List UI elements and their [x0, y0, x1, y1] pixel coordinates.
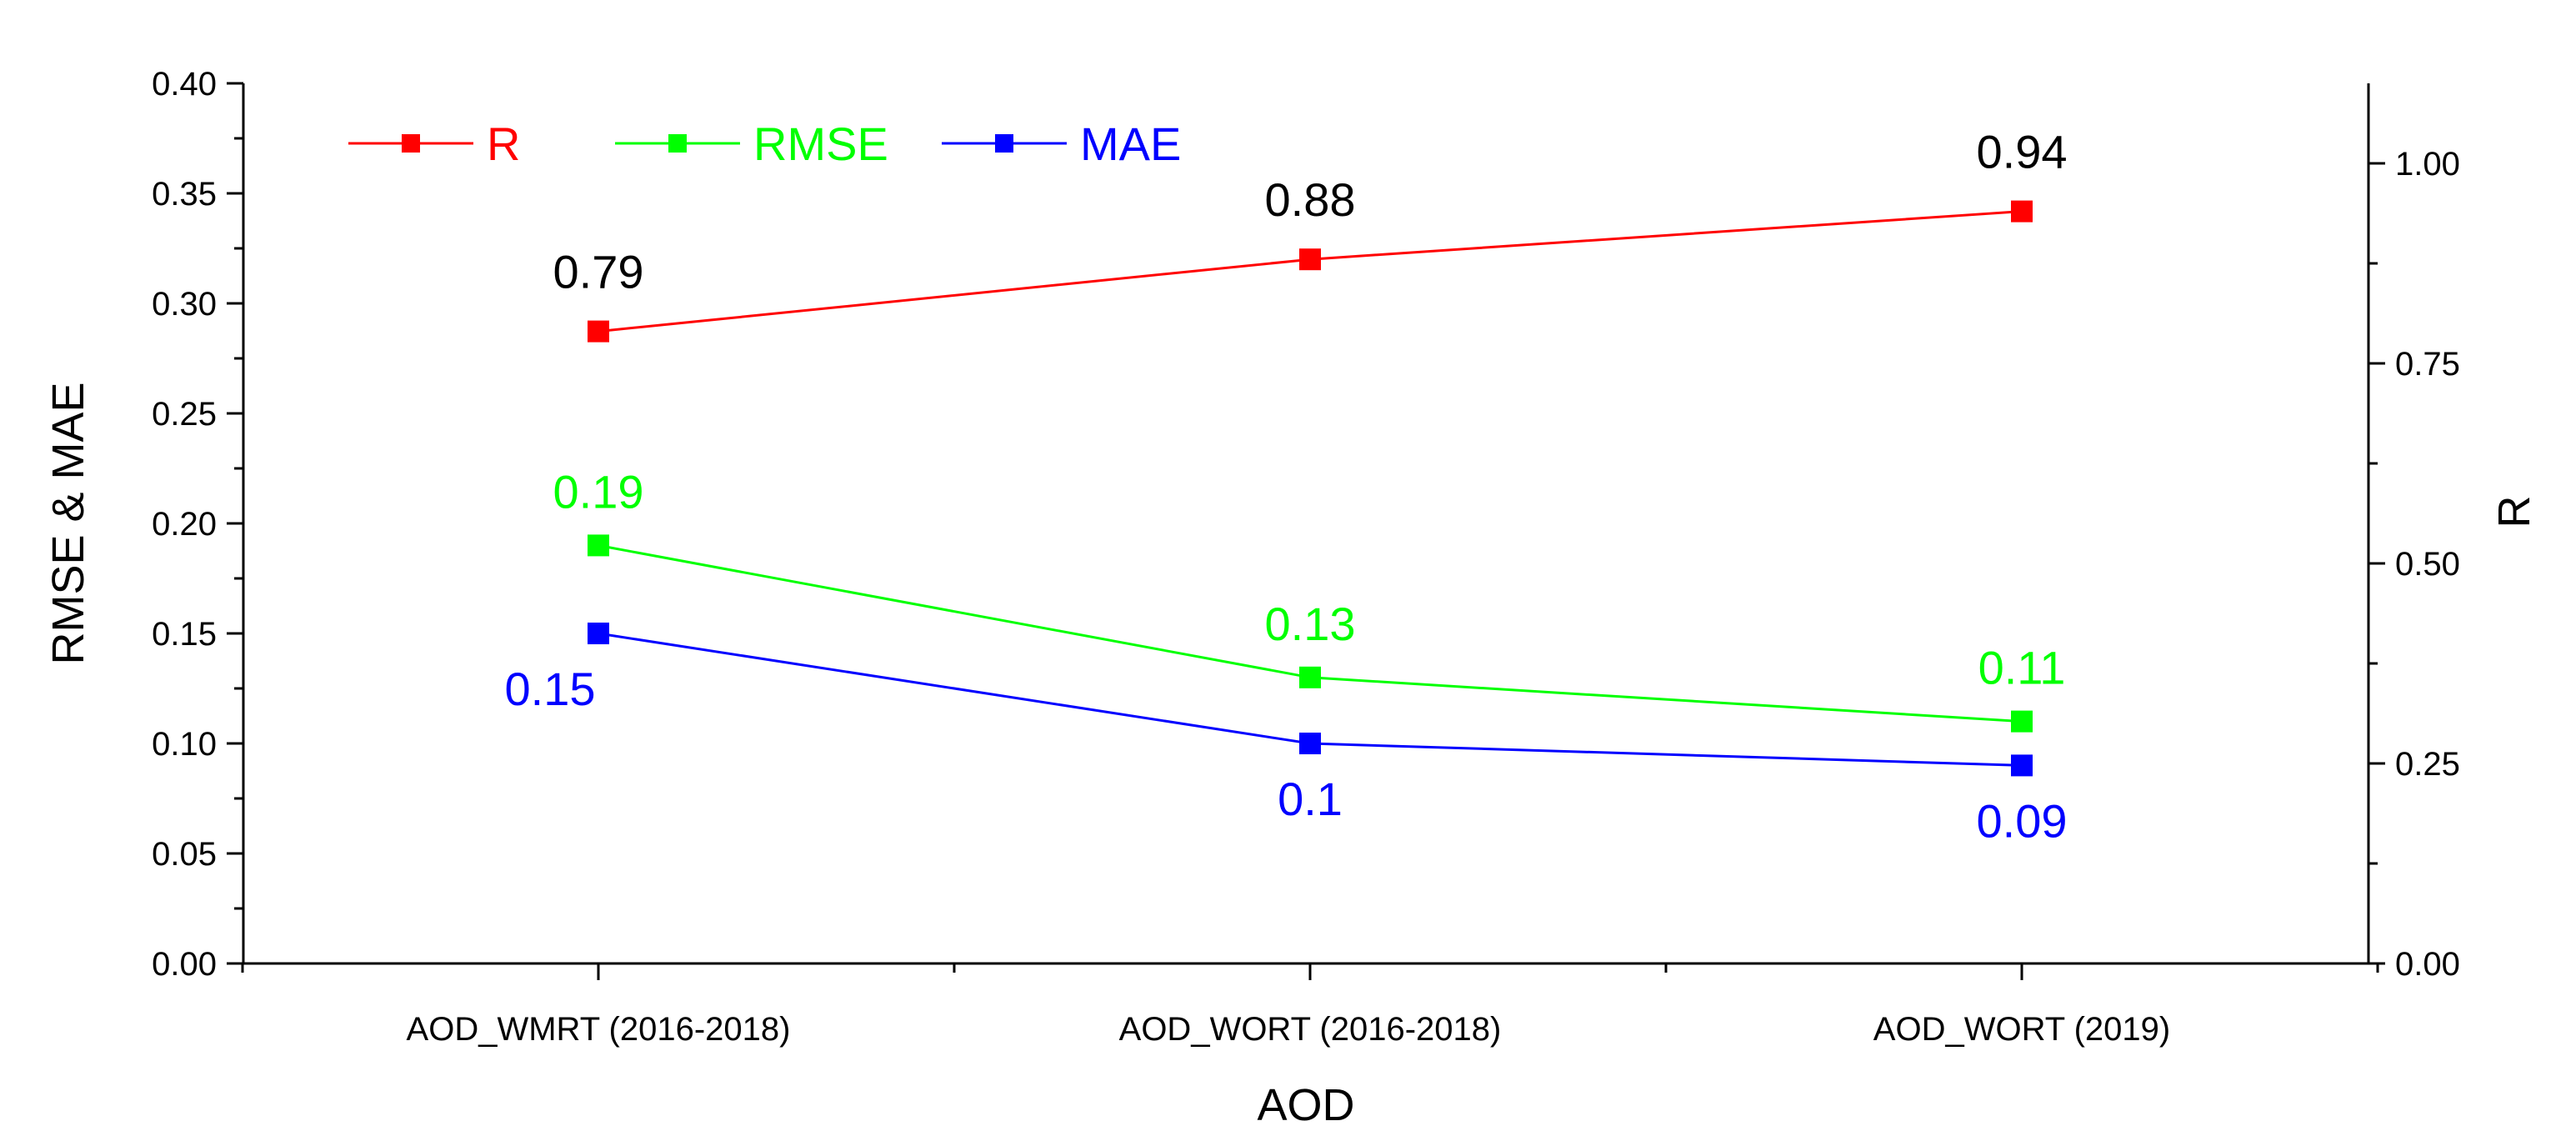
y-right-tick-label: 0.25 — [2395, 746, 2460, 783]
legend-marker-mae — [995, 134, 1013, 153]
data-label-mae: 0.1 — [1278, 773, 1343, 825]
series-point-mae — [588, 623, 609, 644]
series-point-rmse — [588, 534, 609, 557]
y-left-tick-label: 0.20 — [152, 506, 217, 543]
data-label-r: 0.94 — [1977, 126, 2068, 178]
y-right-tick-label: 0.50 — [2395, 546, 2460, 583]
y-axis-right-title: R — [2489, 496, 2539, 528]
y-left-tick-label: 0.40 — [152, 66, 217, 103]
data-labels-layer: 0.79 0.88 0.94 0.19 0.13 0.11 0.15 0.1 0.09 — [505, 126, 2068, 848]
series-point-r — [588, 320, 609, 343]
x-tick-label: AOD_WORT (2019) — [1873, 1011, 2170, 1048]
y-left-tick-label: 0.15 — [152, 616, 217, 653]
legend: R RMSE MAE — [348, 118, 1181, 170]
y-left-tick-label: 0.00 — [152, 946, 217, 983]
legend-label-rmse: RMSE — [753, 118, 888, 170]
data-label-rmse: 0.13 — [1265, 598, 1356, 650]
legend-marker-r — [402, 134, 420, 153]
y-right-tick-label: 1.00 — [2395, 146, 2460, 183]
x-tick-label: AOD_WORT (2016-2018) — [1119, 1011, 1502, 1048]
y-axis-left-title: RMSE & MAE — [43, 382, 93, 664]
data-label-rmse: 0.11 — [1978, 642, 2066, 694]
series-point-mae — [2011, 754, 2033, 777]
y-right-tick-label: 0.75 — [2395, 346, 2460, 383]
series-point-rmse — [1299, 666, 1321, 688]
data-label-mae: 0.15 — [505, 663, 596, 715]
series-point-mae — [1299, 733, 1321, 754]
axes: 0.00 0.05 0.10 0.15 0.20 0.25 0.30 0.35 0.40 0.00… — [152, 66, 2460, 1048]
y-left-tick-label: 0.30 — [152, 286, 217, 323]
series-line-r — [598, 210, 2023, 333]
series-point-r — [2011, 200, 2033, 223]
legend-marker-rmse — [668, 134, 687, 153]
series-point-r — [1299, 248, 1321, 271]
series-layer — [588, 200, 2033, 777]
legend-label-mae: MAE — [1080, 118, 1181, 170]
y-left-tick-label: 0.35 — [152, 176, 217, 213]
y-left-tick-label: 0.10 — [152, 726, 217, 763]
x-axis-title: AOD — [1257, 1080, 1354, 1130]
data-label-mae: 0.09 — [1977, 794, 2068, 847]
x-tick-label: AOD_WMRT (2016-2018) — [407, 1011, 791, 1048]
y-right-tick-label: 0.00 — [2395, 946, 2460, 983]
data-label-rmse: 0.19 — [553, 465, 644, 518]
data-label-r: 0.79 — [553, 246, 644, 298]
series-point-rmse — [2011, 710, 2033, 733]
legend-label-r: R — [487, 118, 520, 170]
y-left-tick-label: 0.25 — [152, 396, 217, 433]
data-label-r: 0.88 — [1265, 173, 1356, 226]
y-left-tick-label: 0.05 — [152, 836, 217, 873]
